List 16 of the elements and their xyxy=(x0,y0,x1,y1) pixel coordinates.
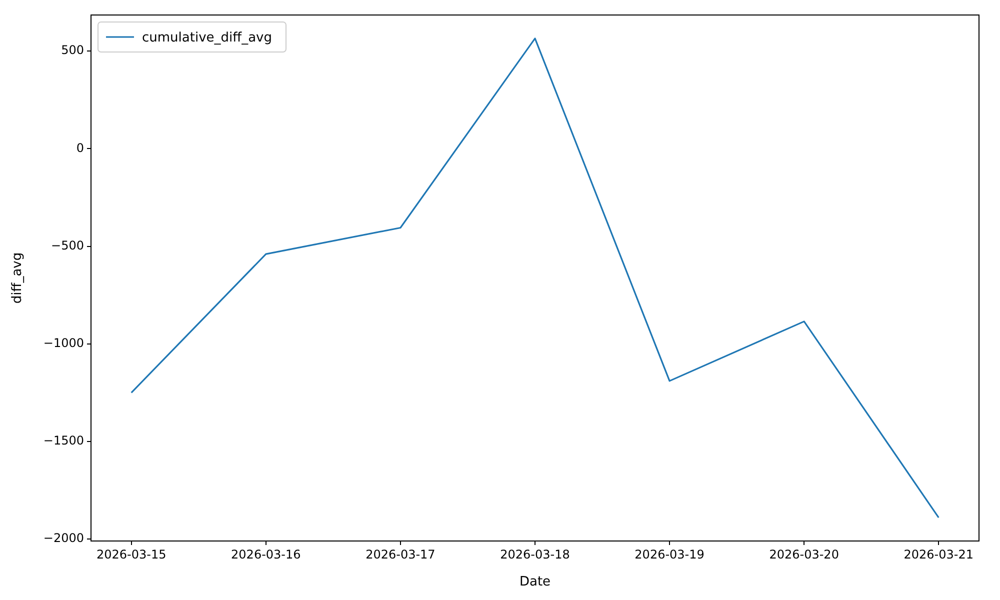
x-tick-label: 2026-03-15 xyxy=(96,547,166,562)
x-tick-label: 2026-03-20 xyxy=(769,547,839,562)
y-tick-label: −1500 xyxy=(43,434,84,448)
x-axis-title: Date xyxy=(519,574,551,590)
x-tick-label: 2026-03-16 xyxy=(231,547,301,562)
y-tick-label: −1000 xyxy=(43,336,84,350)
y-tick-label: −500 xyxy=(51,238,84,252)
y-tick-label: 500 xyxy=(61,43,84,58)
y-tick-label: −2000 xyxy=(43,531,84,546)
y-axis-title: diff_avg xyxy=(10,252,26,304)
x-tick-label: 2026-03-19 xyxy=(634,547,704,562)
x-tick-label: 2026-03-21 xyxy=(904,547,974,562)
x-tick-label: 2026-03-17 xyxy=(366,547,436,562)
legend-label: cumulative_diff_avg xyxy=(142,30,272,46)
x-tick-label: 2026-03-18 xyxy=(500,547,570,562)
y-tick-label: 0 xyxy=(76,140,84,155)
